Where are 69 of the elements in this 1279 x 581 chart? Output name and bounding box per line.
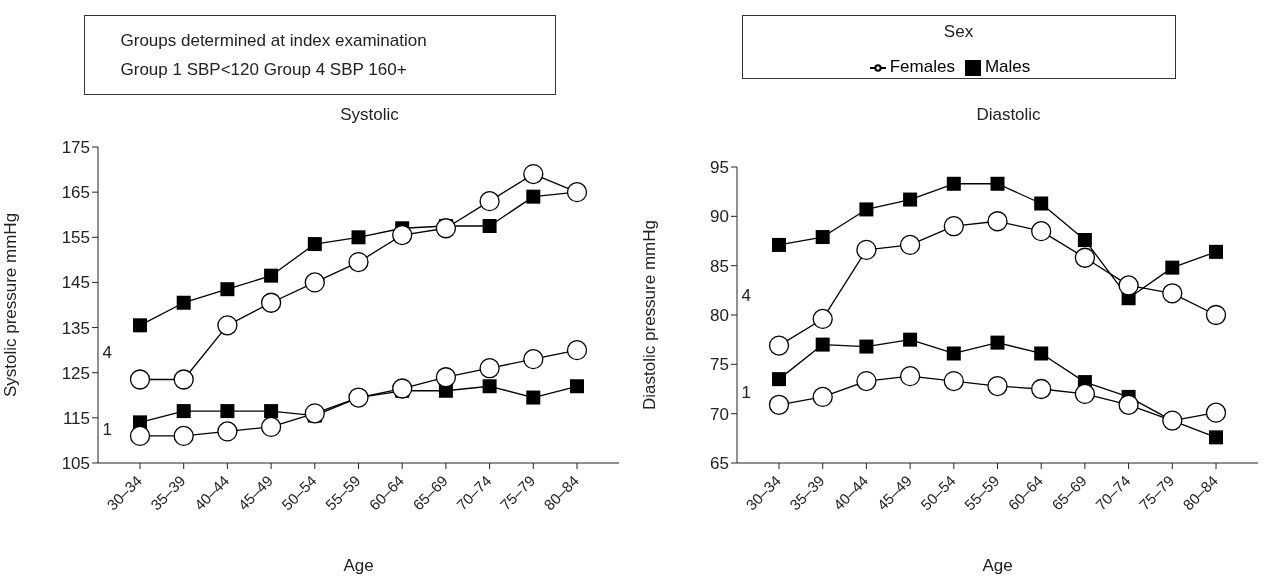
point xyxy=(220,282,235,297)
point xyxy=(133,318,147,333)
point xyxy=(1118,394,1139,415)
annotation: 1 xyxy=(741,382,751,402)
point xyxy=(176,295,191,310)
y-tick-label: 70 xyxy=(710,404,729,424)
y-tick-label: 155 xyxy=(61,228,90,248)
y-tick-label: 75 xyxy=(710,355,729,375)
point xyxy=(903,332,918,347)
point xyxy=(859,202,874,217)
point xyxy=(392,224,413,246)
point xyxy=(351,230,366,245)
y-tick-label: 80 xyxy=(710,306,729,326)
point xyxy=(1034,196,1049,211)
point xyxy=(903,192,918,207)
point xyxy=(482,379,497,394)
point xyxy=(1209,244,1223,259)
point xyxy=(990,335,1005,350)
point xyxy=(1165,260,1180,275)
point xyxy=(435,218,457,239)
x-axis-title: Age xyxy=(982,556,1013,575)
point xyxy=(1077,233,1092,248)
point xyxy=(815,337,830,352)
point xyxy=(772,372,786,387)
text: Groups determined at index examination xyxy=(120,30,428,52)
y-tick-label: 165 xyxy=(61,183,90,203)
point xyxy=(1034,346,1049,361)
point xyxy=(220,404,235,419)
legend-title: Sex xyxy=(942,22,975,42)
y-axis-title: Diastolic pressure mmHg xyxy=(640,220,660,410)
point xyxy=(1074,383,1096,405)
point xyxy=(772,237,786,252)
y-tick-label: 145 xyxy=(61,273,90,293)
y-tick-label: 135 xyxy=(61,318,90,338)
y-tick-label: 65 xyxy=(710,454,729,474)
point xyxy=(526,390,541,405)
point xyxy=(815,230,830,245)
chart-title: Diastolic xyxy=(975,105,1042,126)
point xyxy=(990,176,1005,191)
annotation: 4 xyxy=(741,286,751,306)
point xyxy=(946,346,961,361)
y-tick-label: 105 xyxy=(61,454,90,474)
point xyxy=(304,403,325,424)
y-axis-title: Systolic pressure mmHg xyxy=(1,212,21,398)
y-tick-label: 85 xyxy=(710,256,729,276)
legend-label: Females xyxy=(889,57,955,76)
point xyxy=(1209,430,1223,445)
point xyxy=(570,379,584,394)
y-tick-label: 175 xyxy=(61,138,90,158)
point xyxy=(482,219,497,233)
point xyxy=(264,404,279,419)
legend-label: Males xyxy=(984,57,1031,76)
y-tick-label: 125 xyxy=(61,363,90,383)
point xyxy=(307,237,322,252)
text: Group 1 SBP<120 Group 4 SBP 160+ xyxy=(120,59,408,81)
y-tick-label: 95 xyxy=(710,158,729,178)
point xyxy=(264,268,279,283)
point xyxy=(526,189,541,204)
annotation: 4 xyxy=(102,343,112,363)
point xyxy=(176,404,191,419)
point xyxy=(173,369,194,390)
point xyxy=(946,176,961,191)
chart-title: Systolic xyxy=(339,105,400,126)
x-axis-title: Age xyxy=(343,556,374,575)
point xyxy=(859,339,874,354)
point xyxy=(392,378,413,399)
y-tick-label: 90 xyxy=(710,207,729,227)
y-tick-label: 115 xyxy=(62,408,90,428)
annotation: 1 xyxy=(102,420,112,440)
